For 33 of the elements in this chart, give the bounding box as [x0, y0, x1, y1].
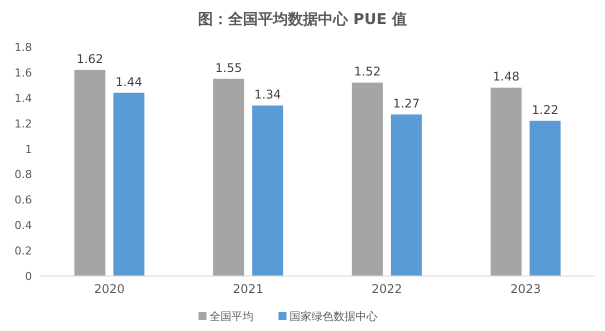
- bar: [213, 78, 244, 276]
- y-tick-label: 0.8: [14, 168, 32, 182]
- y-tick-label: 1.6: [14, 66, 32, 80]
- bar: [352, 82, 383, 276]
- bar: [113, 92, 144, 276]
- y-tick-label: 1.8: [14, 41, 32, 54]
- x-tick-label: 2021: [232, 282, 264, 296]
- bar: [530, 120, 561, 276]
- legend-label: 全国平均: [210, 310, 254, 323]
- bar: [390, 114, 422, 276]
- data-label: 1.48: [492, 70, 520, 84]
- y-tick-label: 1.2: [14, 117, 32, 130]
- y-tick-label: 0.6: [14, 194, 32, 207]
- data-label: 1.62: [76, 52, 104, 66]
- bar: [252, 106, 284, 276]
- y-tick-label: 0.2: [14, 244, 32, 258]
- data-label: 1.52: [354, 64, 381, 79]
- legend-label: 国家绿色数据中心: [290, 310, 378, 323]
- bar: [74, 70, 106, 276]
- data-label: 1.34: [254, 88, 281, 102]
- data-label: 1.27: [393, 96, 420, 110]
- bar: [490, 88, 522, 276]
- x-tick-label: 2023: [510, 282, 541, 296]
- data-label: 1.22: [532, 102, 558, 117]
- y-tick-label: 0: [25, 270, 32, 283]
- y-tick-label: 1.4: [14, 92, 32, 105]
- data-label: 1.44: [116, 74, 142, 89]
- chart-title: 图：全国平均数据中心 PUE 值: [198, 10, 407, 28]
- data-label: 1.55: [215, 60, 242, 75]
- y-tick-label: 0.4: [14, 219, 32, 232]
- y-tick-label: 1: [25, 142, 32, 156]
- x-tick-label: 2020: [94, 282, 125, 296]
- x-tick-label: 2022: [372, 282, 402, 296]
